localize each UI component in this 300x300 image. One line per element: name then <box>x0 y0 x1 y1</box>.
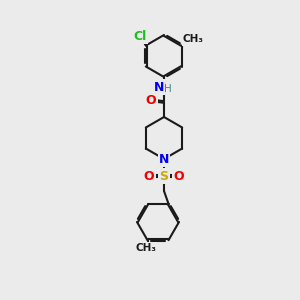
Text: CH₃: CH₃ <box>135 243 156 253</box>
Text: O: O <box>146 94 156 106</box>
Text: S: S <box>160 169 169 182</box>
Text: O: O <box>174 169 184 182</box>
Text: H: H <box>164 84 172 94</box>
Text: Cl: Cl <box>133 30 146 43</box>
Text: O: O <box>144 169 154 182</box>
Text: N: N <box>159 152 169 166</box>
Text: CH₃: CH₃ <box>183 34 204 44</box>
Text: N: N <box>154 80 164 94</box>
